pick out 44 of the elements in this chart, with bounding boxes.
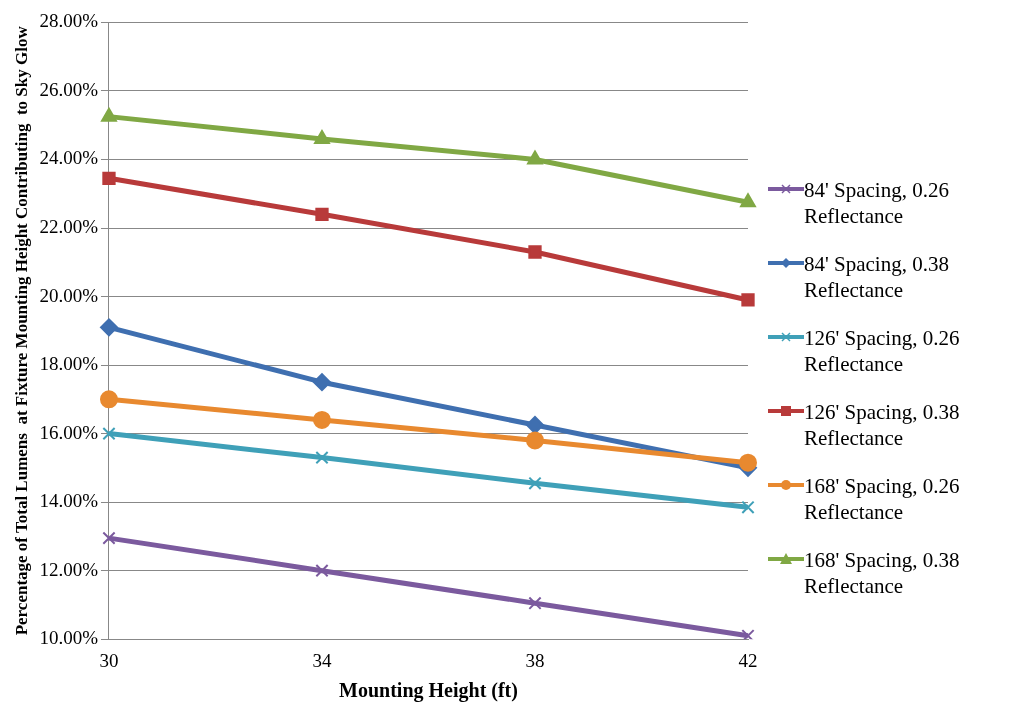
legend-label: 168' Spacing, 0.38 Reflectance [804, 547, 961, 599]
legend-label: 84' Spacing, 0.26 Reflectance [804, 177, 950, 229]
point [741, 629, 755, 640]
point [739, 453, 757, 472]
y-axis-title: Percentage of Total Lumens at Fixture Mounting Height Contributing to Sky Glow [11, 25, 31, 636]
point [314, 129, 330, 144]
point [740, 193, 756, 208]
point [528, 245, 542, 259]
x-tick-label: 38 [525, 649, 545, 671]
point [525, 431, 544, 450]
point [102, 531, 116, 545]
y-tick-label: 20.00% [39, 284, 99, 306]
y-tick-label: 16.00% [39, 421, 99, 443]
point [99, 318, 118, 337]
point [528, 476, 542, 490]
point [102, 426, 116, 441]
y-tick-label: 28.00% [39, 10, 99, 32]
point [312, 373, 331, 392]
point [741, 500, 755, 514]
legend-label: 84' Spacing, 0.38 Reflectance [804, 251, 950, 303]
y-tick-label: 18.00% [39, 353, 99, 375]
point [315, 564, 329, 578]
point [315, 450, 329, 465]
y-tick-label: 22.00% [39, 215, 99, 237]
point [312, 410, 331, 429]
legend-label: 126' Spacing, 0.38 Reflectance [804, 399, 961, 451]
legend-label: 168' Spacing, 0.26 Reflectance [804, 473, 961, 525]
legend-label: 126' Spacing, 0.26 Reflectance [804, 325, 961, 377]
y-tick-label: 26.00% [39, 78, 99, 100]
y-tick-label: 24.00% [39, 147, 99, 169]
x-tick-label: 30 [99, 649, 119, 671]
x-tick-label: 34 [312, 649, 332, 671]
point [101, 107, 117, 122]
y-tick-label: 14.00% [39, 490, 99, 512]
point [528, 596, 542, 610]
point [315, 207, 329, 221]
x-axis-title: Mounting Height (ft) [339, 679, 518, 703]
point [741, 293, 755, 307]
y-tick-label: 10.00% [39, 627, 99, 649]
y-tick-label: 12.00% [39, 558, 99, 580]
point [102, 171, 116, 185]
x-tick-label: 42 [738, 649, 758, 671]
point [99, 390, 118, 409]
point [527, 150, 543, 165]
